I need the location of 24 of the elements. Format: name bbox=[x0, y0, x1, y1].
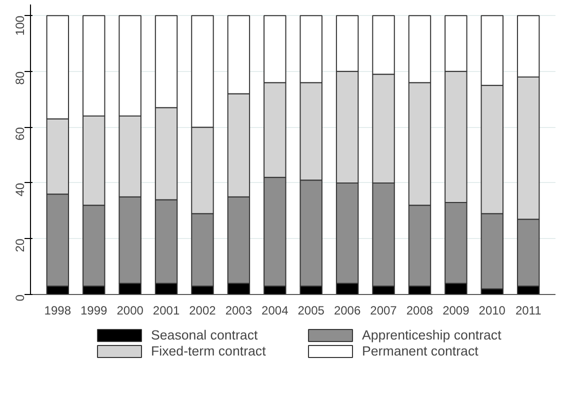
y-tick-label: 100 bbox=[13, 15, 27, 36]
legend-label: Apprenticeship contract bbox=[362, 328, 502, 342]
y-tick-label: 40 bbox=[13, 182, 27, 196]
x-tick-label: 1999 bbox=[80, 304, 108, 318]
legend-label: Permanent contract bbox=[362, 344, 480, 358]
x-tick-label: 2002 bbox=[189, 304, 216, 318]
x-tick-label: 2007 bbox=[370, 304, 398, 318]
x-tick-label: 2011 bbox=[515, 304, 542, 318]
x-tick-label: 1998 bbox=[44, 304, 72, 318]
y-tick-label: 20 bbox=[13, 238, 27, 252]
legend-label: Seasonal contract bbox=[151, 328, 259, 342]
y-tick-label: 80 bbox=[13, 71, 27, 85]
x-tick-label: 2003 bbox=[225, 304, 252, 318]
y-tick-label: 0 bbox=[13, 294, 27, 302]
y-tick-label: 60 bbox=[13, 126, 27, 141]
x-tick-label: 2006 bbox=[334, 304, 361, 318]
x-tick-label: 2004 bbox=[262, 304, 289, 318]
legend-label: Fixed-term contract bbox=[151, 344, 267, 358]
x-tick-label: 2000 bbox=[116, 304, 144, 318]
x-tick-label: 2008 bbox=[406, 304, 434, 318]
x-tick-label: 2009 bbox=[442, 304, 470, 318]
x-tick-label: 2005 bbox=[298, 304, 325, 318]
x-tick-label: 2010 bbox=[478, 304, 506, 318]
x-tick-label: 2001 bbox=[152, 304, 180, 318]
